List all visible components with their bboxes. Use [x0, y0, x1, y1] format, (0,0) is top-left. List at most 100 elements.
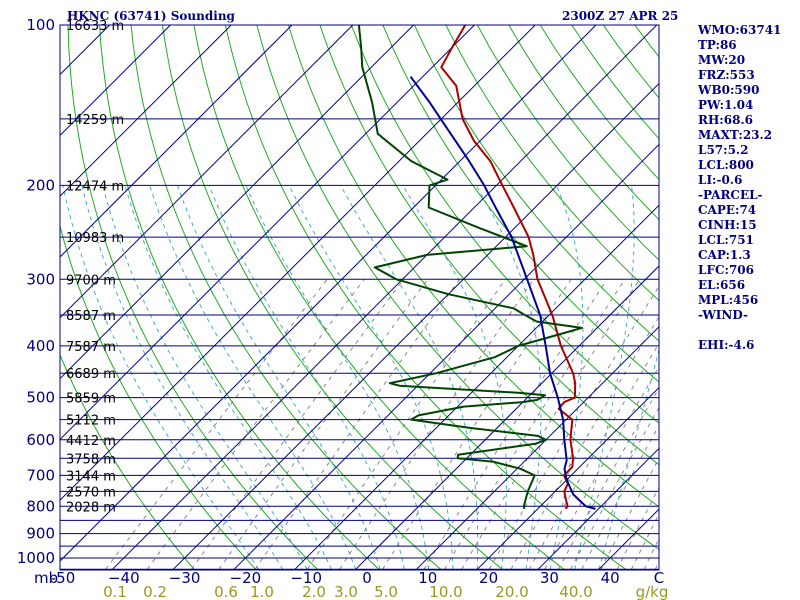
- isotherm-line: [476, 386, 659, 570]
- mixing-ratio-tick-label: 40.0: [559, 583, 592, 600]
- mixing-ratio-tick-label: 2.0: [302, 583, 326, 600]
- dry-adiabat-line: [67, 25, 318, 570]
- dry-adiabat-line: [445, 25, 659, 302]
- pressure-unit-label: mb: [34, 569, 58, 587]
- index-line: [698, 323, 781, 338]
- moist-adiabat-line: [149, 185, 357, 570]
- moist-adiabat-line: [124, 185, 332, 570]
- temperature-tick-label: 40: [601, 569, 620, 587]
- dry-adiabat-line: [193, 25, 565, 570]
- index-line: EHI:-4.6: [698, 338, 755, 352]
- temperature-tick-label: 30: [540, 569, 559, 587]
- mixing-ratio-line: [191, 279, 404, 570]
- index-line: WMO:63741: [698, 23, 782, 37]
- moist-adiabat-line: [402, 185, 507, 570]
- index-line: L57:5.2: [698, 143, 749, 157]
- temperature-tick-label: −30: [169, 569, 201, 587]
- index-line: PW:1.04: [698, 98, 754, 112]
- height-label: 2028 m: [66, 500, 116, 515]
- mixing-ratio-tick-label: 1.0: [250, 583, 274, 600]
- plot-frame: [59, 24, 660, 571]
- isotherm-line: [60, 25, 475, 441]
- temperature-tick-label: 10: [418, 569, 437, 587]
- isotherm-line: [172, 82, 659, 570]
- mixing-ratio-line: [306, 279, 506, 570]
- temperature-axis-labels: -50 −40 −30 −20 −10 0 10 20 30 40 C: [51, 569, 664, 587]
- pressure-tick-label: 600: [26, 431, 55, 449]
- moist-adiabat-line: [574, 185, 635, 570]
- temperature-tick-label: −10: [290, 569, 322, 587]
- pressure-tick-label: 500: [26, 389, 55, 407]
- index-line: CAPE:74: [698, 203, 757, 217]
- dry-adiabat-line: [382, 25, 659, 383]
- index-line: LFC:706: [698, 263, 754, 277]
- index-line: MAXT:23.2: [698, 128, 773, 142]
- mixing-ratio-line: [444, 279, 626, 570]
- valid-time: 2300Z 27 APR 25: [562, 9, 679, 23]
- mixing-ratio-line: [146, 278, 365, 570]
- dry-adiabat-line: [256, 25, 659, 551]
- mixing-ratio-lines: [105, 278, 659, 570]
- height-label: 16633 m: [66, 19, 124, 34]
- isotherm-line: [233, 143, 659, 570]
- dry-adiabat-line: [350, 25, 659, 424]
- moist-adiabat-line: [475, 185, 542, 570]
- height-label: 6689 m: [66, 367, 116, 382]
- index-line: LI:-0.6: [698, 173, 743, 187]
- height-label: 7587 m: [66, 340, 116, 355]
- pressure-tick-label: 900: [26, 525, 55, 543]
- dry-adiabat-line: [792, 25, 800, 569]
- moist-adiabat-line: [208, 185, 405, 570]
- index-line: MPL:456: [698, 293, 759, 307]
- moist-adiabat-line: [102, 185, 308, 570]
- height-label: 8587 m: [66, 309, 116, 324]
- mixing-ratio-line: [488, 285, 659, 570]
- isotherm-line: [60, 25, 414, 380]
- temperature-tick-label: −40: [108, 569, 140, 587]
- dry-adiabat-line: [60, 353, 195, 570]
- height-label: 3144 m: [66, 469, 116, 484]
- moist-adiabat-line: [340, 185, 479, 570]
- index-line: LCL:800: [698, 158, 754, 172]
- index-line: TP:86: [698, 38, 737, 52]
- mixing-ratio-tick-label: 0.6: [214, 583, 238, 600]
- dry-adiabat-line: [413, 25, 659, 342]
- height-label: 12474 m: [66, 179, 124, 194]
- index-line: MW:20: [698, 53, 746, 67]
- pressure-tick-label: 200: [26, 176, 55, 194]
- height-label: 10983 m: [66, 231, 124, 246]
- mixing-ratio-tick-label: 5.0: [374, 583, 398, 600]
- index-line: EL:656: [698, 278, 746, 292]
- mixing-ratio-line: [254, 279, 461, 570]
- temperature-tick-label: 20: [479, 569, 498, 587]
- isotherm-line: [112, 25, 658, 570]
- height-label: 9700 m: [66, 273, 116, 288]
- mixing-ratio-line: [105, 278, 328, 570]
- sounding-profiles: [357, 25, 596, 510]
- pressure-tick-label: 1000: [17, 549, 55, 567]
- index-line: CAP:1.3: [698, 248, 751, 262]
- mixing-ratio-line: [461, 279, 641, 570]
- dry-adiabat-line: [161, 25, 503, 570]
- isotherms: [60, 25, 659, 570]
- mixing-ratio-tick-label: 20.0: [495, 583, 528, 600]
- moist-adiabat-line: [598, 348, 659, 570]
- index-line: RH:68.6: [698, 113, 753, 127]
- isotherm-line: [294, 204, 659, 570]
- height-label: 2570 m: [66, 485, 116, 500]
- mixing-ratio-tick-label: 10.0: [429, 583, 462, 600]
- mixing-ratio-axis-labels: 0.1 0.2 0.6 1.0 2.0 3.0 5.0 10.0 20.0 40.0 g/kg: [103, 583, 668, 600]
- temperature-profile: [440, 25, 577, 510]
- dewpoint-profile: [357, 25, 583, 510]
- isotherm-line: [416, 326, 659, 570]
- isotherm-line: [355, 265, 659, 570]
- index-line: WB0:590: [698, 83, 760, 97]
- index-line: FRZ:553: [698, 68, 755, 82]
- moist-adiabat-line: [81, 185, 284, 570]
- pressure-tick-label: 700: [26, 466, 55, 484]
- height-label: 14259 m: [66, 113, 124, 128]
- index-line: -PARCEL-: [698, 188, 763, 202]
- height-labels: 16633 m 14259 m 12474 m 10983 m 9700 m 8587 m…: [66, 19, 124, 515]
- mixing-ratio-line: [423, 279, 608, 570]
